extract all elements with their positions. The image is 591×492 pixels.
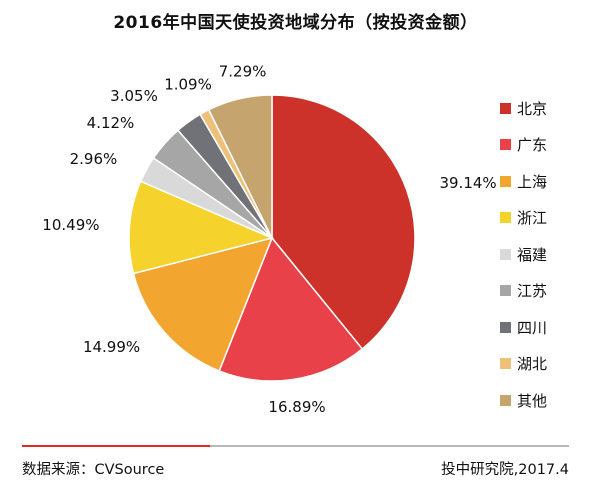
slice-value-label: 7.29% [219, 62, 267, 80]
legend-label: 浙江 [517, 209, 548, 228]
legend-swatch [500, 175, 511, 187]
footer-divider [210, 445, 569, 447]
publisher-credit: 投中研究院,2017.4 [441, 462, 569, 478]
legend-label: 广东 [517, 136, 548, 155]
legend-label: 江苏 [517, 282, 548, 301]
pie-slice-9 [207, 94, 273, 239]
legend-swatch [500, 212, 511, 224]
slice-value-label: 10.49% [42, 216, 99, 234]
legend-item: 广东 [500, 127, 547, 164]
slice-value-label: 2.96% [70, 150, 118, 168]
legend-item: 其他 [500, 382, 547, 419]
legend-item: 四川 [500, 309, 547, 346]
legend-item: 浙江 [500, 200, 547, 237]
legend-swatch [500, 139, 511, 151]
chart-title: 2016年中国天使投资地域分布（按投资金额） [113, 13, 478, 33]
legend-label: 四川 [517, 318, 548, 337]
legend-item: 上海 [500, 163, 547, 200]
slice-value-label: 3.05% [110, 87, 158, 105]
slice-value-label: 14.99% [83, 338, 140, 356]
legend-item: 湖北 [500, 346, 547, 383]
chart-legend: 北京广东上海浙江福建江苏四川湖北其他 [500, 90, 547, 419]
legend-label: 北京 [517, 99, 548, 118]
legend-swatch [500, 102, 511, 114]
legend-label: 上海 [517, 172, 548, 191]
slice-value-label: 1.09% [164, 76, 212, 94]
slice-value-label: 4.12% [87, 114, 135, 132]
legend-swatch [500, 321, 511, 333]
slice-value-label: 39.14% [439, 174, 496, 192]
legend-item: 北京 [500, 90, 547, 127]
slice-value-label: 16.89% [268, 398, 325, 416]
pie-slice-4 [128, 180, 275, 275]
legend-swatch [500, 358, 511, 370]
legend-swatch [500, 394, 511, 406]
legend-swatch [500, 248, 511, 260]
legend-label: 福建 [517, 245, 548, 264]
legend-swatch [500, 285, 511, 297]
source-note: 数据来源：CVSource [22, 462, 165, 478]
legend-item: 江苏 [500, 273, 547, 310]
pie-slice-3 [132, 236, 274, 372]
pie-slice-1 [271, 94, 416, 350]
footer-divider-accent [22, 445, 210, 447]
legend-label: 其他 [517, 391, 548, 410]
legend-item: 福建 [500, 236, 547, 273]
legend-label: 湖北 [517, 355, 548, 374]
pie-slice-2 [218, 236, 364, 382]
